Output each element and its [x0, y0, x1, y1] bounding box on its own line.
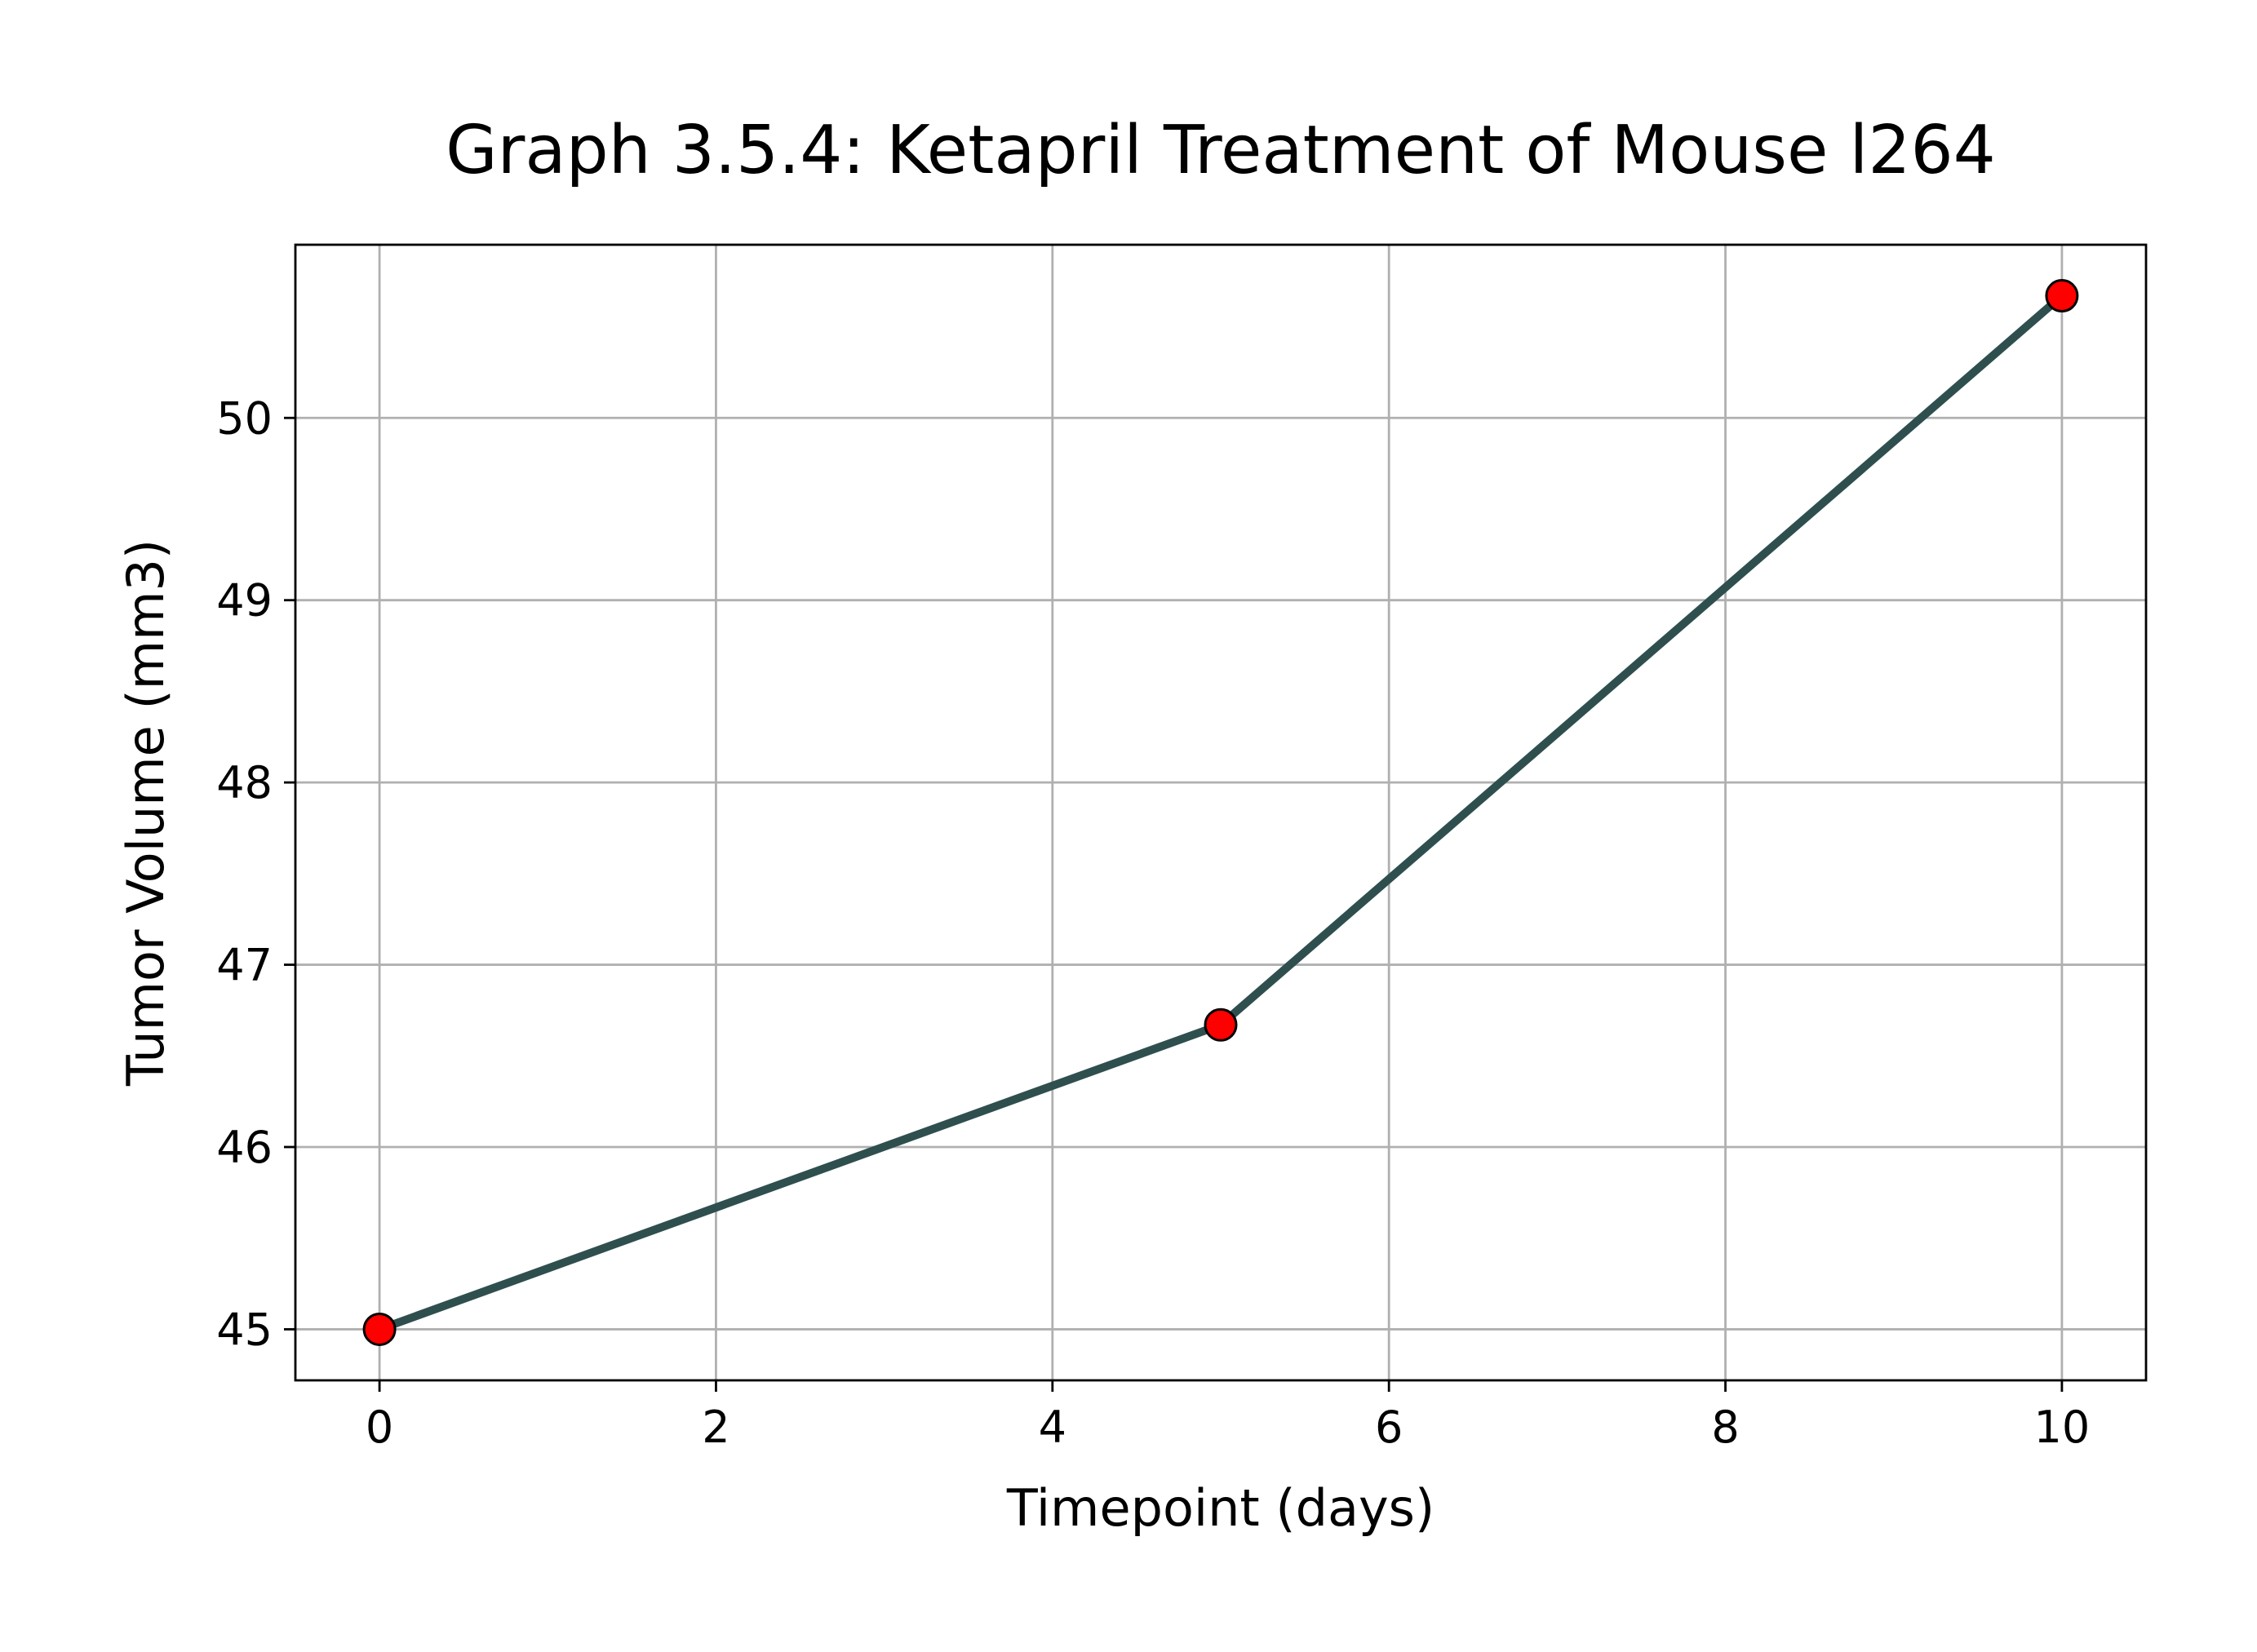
data-point — [2045, 279, 2079, 313]
x-tick-label: 10 — [2034, 1402, 2091, 1453]
x-tick-label: 4 — [1039, 1402, 1066, 1453]
y-tick-label: 48 — [216, 757, 273, 808]
y-tick-label: 45 — [216, 1304, 273, 1355]
grid — [295, 245, 2146, 1380]
plot-frame — [294, 243, 2148, 1382]
y-tick-label: 50 — [216, 392, 273, 444]
y-tick-label: 46 — [216, 1122, 273, 1173]
chart-title: Graph 3.5.4: Ketapril Treatment of Mouse… — [446, 112, 1996, 189]
x-tick-label: 8 — [1711, 1402, 1739, 1453]
y-tick-label: 49 — [216, 575, 273, 627]
x-tick-label: 2 — [702, 1402, 729, 1453]
series — [362, 279, 2079, 1346]
data-point — [362, 1312, 397, 1346]
y-axis-label: Tumor Volume (mm3) — [116, 539, 175, 1087]
x-tick-label: 0 — [366, 1402, 393, 1453]
y-tick-label: 47 — [216, 940, 273, 991]
x-axis-label: Timepoint (days) — [1006, 1478, 1434, 1538]
data-point — [1204, 1008, 1238, 1042]
x-tick-label: 6 — [1375, 1402, 1403, 1453]
